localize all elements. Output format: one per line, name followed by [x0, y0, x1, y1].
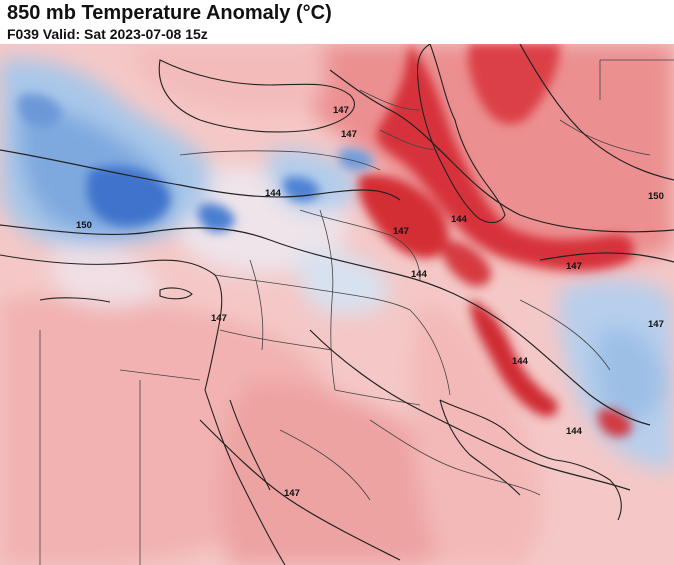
contour-label: 150	[648, 191, 664, 202]
height-contours	[0, 44, 674, 561]
contour-label: 147	[393, 226, 409, 237]
contour-label: 144	[512, 356, 529, 367]
deep-cool-spots	[17, 93, 374, 233]
contour-label: 144	[411, 269, 428, 280]
contour-labels: 147 147 150 144 144 147 150 147 147 144 …	[76, 105, 664, 499]
contour-label: 147	[566, 261, 582, 272]
contour-label: 147	[333, 105, 349, 116]
contour-label: 144	[451, 214, 468, 225]
valid-time-label: F039 Valid: Sat 2023-07-08 15z	[7, 26, 208, 42]
contour-label: 147	[211, 313, 227, 324]
contour-label: 147	[284, 488, 300, 499]
map-title: 850 mb Temperature Anomaly (°C)	[7, 2, 332, 24]
contour-label: 147	[648, 319, 664, 330]
contour-label: 147	[341, 129, 357, 140]
contour-label: 150	[76, 220, 92, 231]
temperature-anomaly-map: 147 147 150 144 144 147 150 147 147 144 …	[0, 44, 674, 565]
contour-label: 144	[566, 426, 583, 437]
country-borders	[39, 59, 674, 565]
contour-label: 144	[265, 188, 282, 199]
coastlines	[0, 44, 622, 565]
deep-warm-band	[358, 44, 634, 437]
